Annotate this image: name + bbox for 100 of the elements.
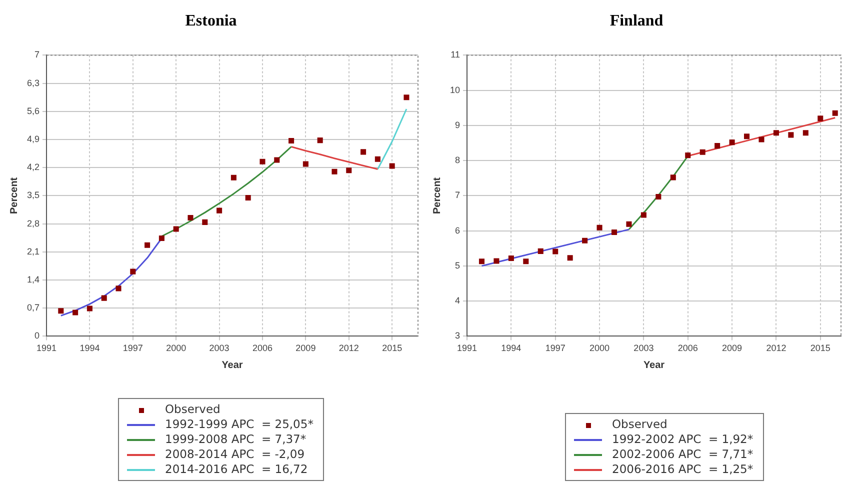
x-tick-label: 1994: [501, 343, 522, 354]
point: [288, 138, 294, 144]
x-tick-label: 1997: [122, 343, 143, 354]
x-tick-label: 2006: [252, 343, 273, 354]
point: [274, 157, 280, 163]
y-tick-label: 4,2: [26, 162, 40, 172]
x-tick-label: 1994: [80, 343, 100, 354]
y-tick-label: 7: [454, 190, 460, 200]
y-axis-title: Percent: [432, 176, 443, 214]
legend-label: 2008-2014 APC = -2,09: [165, 447, 305, 462]
point: [538, 248, 544, 254]
point: [346, 168, 352, 174]
point: [173, 226, 179, 232]
point: [596, 224, 602, 230]
point: [611, 229, 618, 235]
point: [260, 158, 266, 164]
point: [478, 258, 484, 264]
legend-label: 2002-2006 APC = 7,71*: [612, 447, 754, 462]
point: [773, 130, 779, 136]
y-tick-label: 6: [454, 225, 460, 236]
y-tick-label: 7: [34, 50, 40, 60]
point: [640, 212, 646, 218]
y-tick-label: 2,1: [26, 246, 40, 256]
chart-title: Finland: [610, 12, 664, 30]
point: [158, 235, 164, 242]
point: [729, 140, 735, 146]
x-tick-label: 2009: [296, 343, 316, 354]
x-tick-label: 1997: [545, 343, 566, 354]
point: [58, 308, 64, 314]
x-tick-label: 2003: [209, 343, 230, 354]
y-tick-label: 3,5: [26, 190, 40, 200]
chart-title: Estonia: [185, 12, 237, 30]
point: [374, 156, 380, 162]
point: [626, 221, 632, 227]
point: [523, 258, 529, 264]
y-tick-label: 5: [454, 260, 460, 270]
y-tick-label: 3: [454, 330, 460, 341]
legend-label: 1999-2008 APC = 7,37*: [165, 432, 306, 447]
point: [685, 152, 691, 158]
y-tick-label: 11: [450, 50, 460, 60]
y-axis-title: Percent: [8, 176, 20, 214]
point: [188, 215, 194, 221]
point: [582, 238, 588, 244]
x-tick-label: 2000: [166, 343, 186, 354]
x-tick-label: 2015: [810, 343, 830, 354]
point: [758, 136, 764, 142]
point: [508, 255, 514, 261]
legend-label: 1992-2002 APC = 1,92*: [612, 432, 754, 447]
point: [144, 242, 150, 248]
x-tick-label: 2006: [678, 343, 698, 354]
y-tick-label: 5,6: [26, 106, 40, 116]
point: [101, 295, 107, 301]
y-tick-label: 2,8: [26, 218, 40, 228]
point: [802, 130, 808, 136]
point: [86, 306, 92, 312]
point: [216, 208, 222, 214]
point: [230, 174, 236, 180]
y-tick-label: 4,9: [26, 134, 40, 144]
x-tick-label: 1991: [456, 343, 478, 354]
point: [714, 143, 720, 149]
x-tick-label: 2009: [722, 343, 742, 354]
point: [72, 310, 78, 316]
x-axis-title: Year: [643, 360, 665, 371]
y-tick-label: 0,7: [26, 302, 40, 313]
point: [332, 168, 338, 174]
x-tick-label: 2012: [766, 343, 786, 354]
y-tick-label: 6,3: [26, 78, 40, 88]
point: [552, 248, 558, 254]
x-tick-label: 2000: [590, 343, 610, 354]
x-tick-label: 1991: [36, 343, 57, 354]
point: [832, 110, 838, 116]
x-tick-label: 2012: [338, 343, 359, 354]
y-tick-label: 0: [34, 330, 40, 341]
point: [494, 258, 500, 264]
y-tick-label: 8: [454, 155, 460, 166]
point: [245, 194, 251, 200]
point: [788, 132, 794, 138]
point: [567, 255, 573, 261]
point: [360, 149, 366, 155]
point: [744, 134, 750, 140]
legend-label: Observed: [612, 417, 668, 432]
x-tick-label: 2015: [382, 343, 402, 354]
legend-label: 1992-1999 APC = 25,05*: [165, 417, 314, 432]
y-tick-label: 4: [454, 296, 460, 306]
y-tick-label: 9: [454, 120, 460, 130]
point: [130, 268, 136, 274]
point: [302, 161, 308, 167]
legend-label: 2006-2016 APC = 1,25*: [612, 462, 754, 477]
legend-label: Observed: [165, 402, 220, 417]
y-tick-label: 10: [450, 84, 460, 95]
x-axis-title: Year: [222, 360, 243, 371]
point: [389, 163, 395, 169]
point: [317, 138, 323, 144]
point: [202, 219, 208, 225]
y-tick-label: 1,4: [26, 274, 40, 284]
x-tick-label: 2003: [634, 343, 654, 354]
point: [656, 194, 662, 200]
point: [818, 116, 824, 122]
point: [116, 286, 122, 292]
legend-label: 2014-2016 APC = 16,72: [165, 462, 308, 477]
